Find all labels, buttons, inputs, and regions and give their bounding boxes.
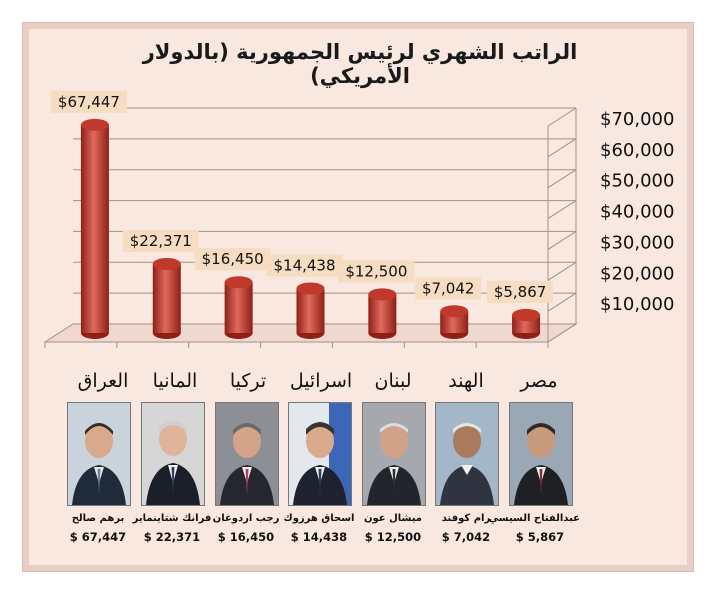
data-label: $22,371: [122, 229, 199, 252]
data-label: $14,438: [266, 254, 343, 277]
data-label: $16,450: [194, 248, 271, 271]
person-salary-turkey: $ 16,450: [217, 530, 275, 544]
svg-text:$7,042: $7,042: [422, 279, 475, 297]
data-label: $12,500: [338, 260, 415, 283]
country-label-israel: اسرائيل: [289, 370, 353, 392]
portrait-india-president: [435, 402, 499, 506]
bars: [80, 118, 541, 339]
person-salary-israel: $ 14,438: [290, 530, 348, 544]
person-salary-iraq: $ 67,447: [69, 530, 127, 544]
person-salary-lebanon: $ 12,500: [364, 530, 422, 544]
country-label-turkey: تركيا: [229, 370, 267, 392]
portrait-turkey-president: [215, 402, 279, 506]
y-tick-label: $10,000: [600, 294, 674, 315]
data-label: $7,042: [415, 277, 482, 300]
person-salary-egypt: $ 5,867: [515, 530, 565, 544]
data-label: $5,867: [487, 280, 554, 303]
person-salary-india: $ 7,042: [441, 530, 491, 544]
person-name-turkey: رجب اردوغان: [212, 513, 280, 524]
person-salary-germany: $ 22,371: [143, 530, 201, 544]
svg-text:$67,447: $67,447: [58, 93, 120, 111]
country-label-germany: المانيا: [152, 370, 198, 392]
portrait-germany-president: [141, 402, 205, 506]
country-label-india: الهند: [448, 370, 484, 392]
y-tick-label: $70,000: [600, 109, 674, 130]
country-label-lebanon: لبنان: [374, 370, 412, 392]
chart-title: الراتب الشهري لرئيس الجمهورية (بالدولار …: [142, 40, 578, 88]
svg-text:$22,371: $22,371: [130, 232, 192, 250]
bar: [296, 282, 325, 339]
person-name-germany: فرانك شتاينماير: [132, 513, 212, 524]
y-tick-label: $60,000: [600, 140, 674, 161]
y-tick-label: $50,000: [600, 171, 674, 192]
portrait-lebanon-president: [362, 402, 426, 506]
data-labels: $67,447 $22,371 $16,450 $14,438 $12,500 $7,04…: [50, 90, 554, 303]
bar: [512, 308, 541, 339]
data-label: $67,447: [50, 90, 127, 113]
bar: [152, 257, 181, 339]
background-panel: [22, 22, 694, 572]
country-label-iraq: العراق: [77, 370, 129, 392]
portrait-egypt-president: [509, 402, 573, 506]
person-name-israel: اسحاق هرزوك: [283, 513, 355, 524]
y-axis: $10,000 $20,000 $30,000 $40,000 $50,000 $60,0…: [600, 109, 674, 315]
country-label-egypt: مصر: [520, 370, 558, 392]
svg-text:$14,438: $14,438: [273, 256, 335, 274]
bar: [368, 288, 397, 339]
svg-text:$5,867: $5,867: [494, 283, 547, 301]
svg-text:$12,500: $12,500: [345, 262, 407, 280]
y-tick-label: $30,000: [600, 232, 674, 253]
person-name-egypt: عبدالفتاح السيسي: [488, 513, 580, 524]
svg-text:$16,450: $16,450: [202, 250, 264, 268]
portrait-iraq-president: [67, 402, 131, 506]
bar: [224, 276, 253, 339]
bar: [440, 305, 469, 339]
y-tick-label: $40,000: [600, 202, 674, 223]
bar: [80, 118, 109, 339]
person-name-india: رام كوفند: [441, 513, 491, 524]
person-name-iraq: برهم صالح: [71, 513, 125, 524]
portrait-israel-president: [288, 402, 352, 506]
y-tick-label: $20,000: [600, 263, 674, 284]
person-name-lebanon: ميشال عون: [364, 513, 422, 524]
